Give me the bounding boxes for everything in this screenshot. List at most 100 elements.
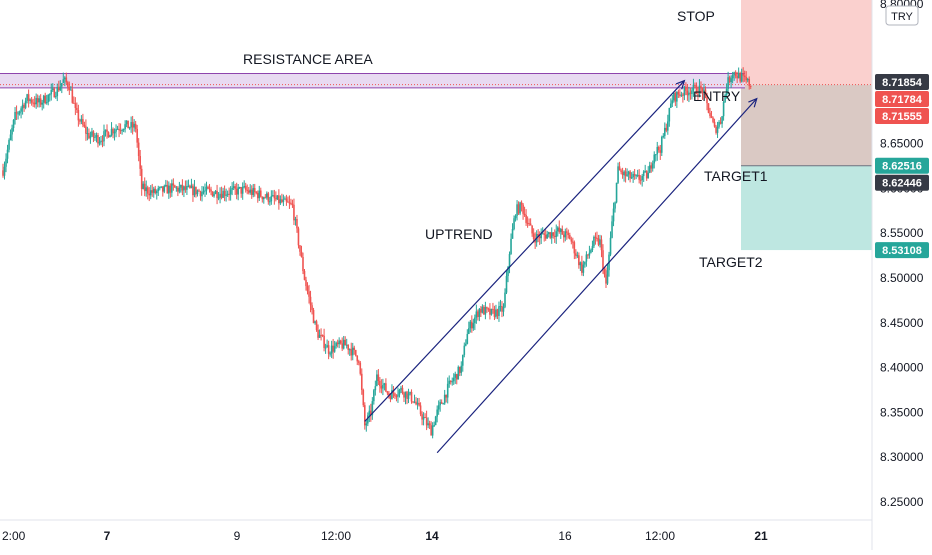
- candle-body: [327, 345, 330, 354]
- candle-body: [416, 402, 419, 405]
- candle-body: [715, 126, 717, 133]
- candle-body: [338, 340, 340, 345]
- time-tick-label: 12:00: [645, 529, 675, 543]
- candle-body: [18, 111, 21, 114]
- candle-body: [205, 186, 208, 191]
- candle-body: [201, 191, 203, 197]
- time-tick-label: 16: [558, 529, 572, 543]
- stop-label: STOP: [677, 8, 715, 24]
- price-badge-label: 8.71555: [882, 111, 922, 123]
- candle-body: [370, 410, 372, 416]
- candle-body: [207, 186, 209, 189]
- candle-body: [641, 176, 643, 181]
- candle-body: [433, 425, 435, 427]
- candle-body: [603, 269, 606, 275]
- candle-body: [663, 127, 666, 136]
- candle-body: [566, 231, 568, 233]
- candle-body: [38, 98, 40, 103]
- candle-body: [486, 307, 488, 309]
- candle-body: [199, 191, 202, 197]
- candle-body: [522, 204, 524, 214]
- candle-body: [39, 98, 42, 105]
- currency-tag[interactable]: [885, 5, 919, 26]
- candle-body: [345, 344, 348, 346]
- candle-body: [284, 198, 286, 200]
- candle-body: [475, 311, 478, 318]
- candle-body: [333, 346, 336, 352]
- candle-body: [677, 91, 680, 95]
- candle-body: [309, 296, 312, 306]
- candle-body: [125, 120, 128, 125]
- candle-body: [20, 108, 22, 112]
- candle-body: [463, 345, 466, 355]
- channel-lower-line[interactable]: [436, 98, 758, 454]
- candle-body: [668, 107, 671, 122]
- candle-body: [389, 395, 392, 400]
- candle-body: [261, 196, 264, 200]
- candle-body: [183, 186, 185, 191]
- candle-body: [446, 383, 449, 398]
- candle-body: [371, 401, 374, 416]
- candle-body: [614, 202, 616, 209]
- candle-body: [160, 186, 163, 188]
- candle-body: [480, 308, 482, 313]
- candle-body: [722, 102, 725, 117]
- resistance-area-label: RESISTANCE AREA: [243, 51, 373, 67]
- candle-body: [624, 171, 627, 176]
- channel-upper-line[interactable]: [364, 80, 685, 422]
- candle-body: [507, 266, 509, 277]
- candle-body: [611, 221, 613, 238]
- candle-body: [564, 231, 567, 238]
- candle-body: [547, 232, 550, 235]
- candle-body: [648, 165, 651, 173]
- candle-body: [35, 98, 37, 105]
- candle-body: [492, 308, 494, 310]
- candle-body: [442, 403, 444, 405]
- candle-body: [353, 347, 356, 350]
- candle-body: [305, 279, 307, 287]
- candle-body: [508, 254, 511, 267]
- candle-body: [483, 306, 485, 315]
- candle-body: [290, 202, 292, 204]
- candle-body: [146, 187, 149, 194]
- time-tick-label: 9: [234, 529, 241, 543]
- candle-body: [50, 90, 53, 95]
- candle-body: [237, 187, 239, 195]
- candle-body: [599, 239, 601, 245]
- candle-body: [293, 204, 295, 221]
- candle-body: [458, 366, 461, 373]
- candle-body: [532, 233, 535, 240]
- candle-body: [33, 102, 36, 105]
- resistance-band[interactable]: [0, 73, 745, 88]
- candle-body: [618, 166, 621, 171]
- candle-body: [471, 321, 473, 329]
- candle-body: [29, 99, 31, 101]
- candle-body: [110, 128, 113, 136]
- candle-body: [134, 123, 137, 129]
- candle-body: [700, 85, 702, 89]
- price-tick-label: 8.25000: [880, 495, 924, 509]
- candle-body: [697, 93, 699, 95]
- candle-body: [579, 262, 582, 266]
- candle-body: [496, 309, 499, 317]
- candle-body: [674, 93, 677, 102]
- candle-body: [165, 184, 167, 186]
- candle-body: [77, 109, 80, 121]
- time-axis[interactable]: 2:00 7 9 12:00 14 16 12:00 21: [2, 529, 768, 543]
- candle-body: [23, 104, 25, 108]
- candle-body: [587, 254, 589, 256]
- price-tick-label: 8.40000: [880, 361, 924, 375]
- candle-body: [736, 76, 738, 79]
- candle-body: [555, 231, 558, 237]
- candle-body: [567, 232, 570, 236]
- candle-body: [109, 135, 111, 138]
- candle-body: [465, 343, 467, 346]
- candle-body: [139, 156, 141, 169]
- candle-body: [21, 104, 24, 109]
- candle-body: [317, 329, 319, 338]
- candle-body: [377, 374, 380, 381]
- candles[interactable]: [2, 67, 752, 439]
- candle-body: [728, 77, 731, 83]
